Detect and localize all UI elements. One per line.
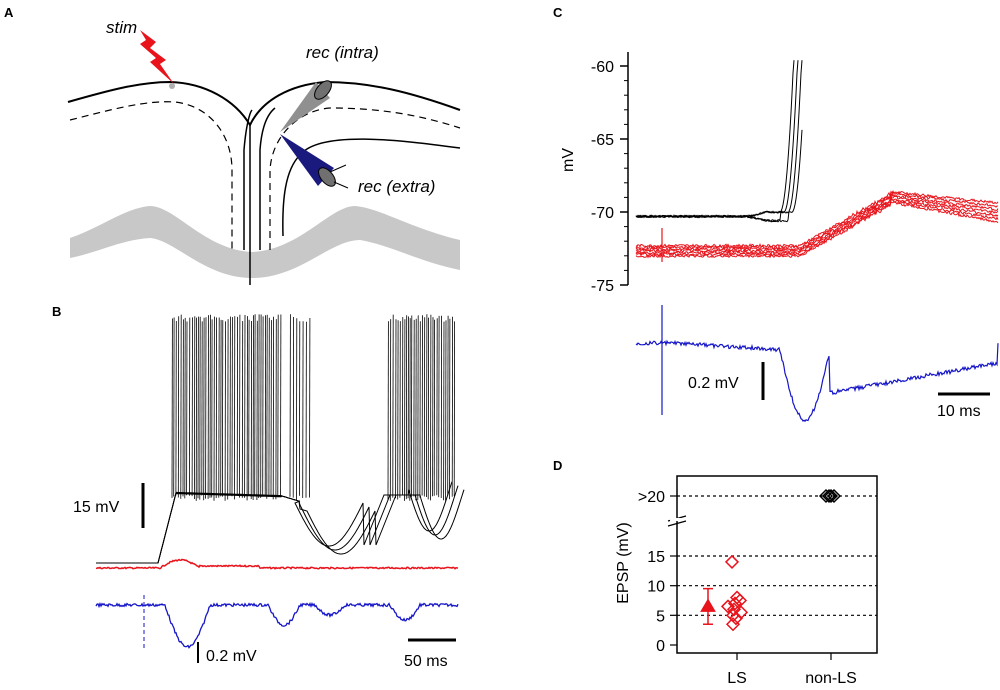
- d-reference-lines: [677, 495, 877, 616]
- d-ytick-label: 10: [647, 579, 665, 596]
- panel-b-label: B: [52, 304, 61, 319]
- d-xlabel-non-ls: non-LS: [805, 670, 857, 687]
- rec-intra-label: rec (intra): [306, 43, 379, 62]
- c-tick-70: -70: [591, 205, 614, 222]
- d-ytick-label: 15: [647, 549, 665, 566]
- panel-a-label: A: [4, 5, 14, 20]
- d-data-point: [826, 488, 842, 504]
- c-non-ls-traces: [635, 60, 803, 223]
- d-ytick-label: 0: [656, 638, 665, 655]
- c-ls-traces: [635, 190, 999, 259]
- d-data-point: [821, 488, 837, 504]
- c-tick-labels: -60 -65 -70 -75: [591, 59, 628, 295]
- intracellular-trace-2: [96, 489, 465, 564]
- d-data-point: [823, 488, 839, 504]
- intracellular-trace-3: [96, 481, 453, 564]
- d-data-point: [726, 602, 742, 617]
- layer-boundary: [69, 101, 461, 252]
- ls-intracellular-trace: [95, 558, 459, 570]
- c-extracellular-trace: [635, 339, 999, 423]
- d-data-point: [727, 596, 743, 611]
- d-ylabel: EPSP (mV): [615, 522, 632, 604]
- c-tick-60: -60: [591, 59, 614, 76]
- stim-tip: [169, 83, 175, 89]
- c-tick-75: -75: [591, 278, 614, 295]
- stim-bolt: [140, 30, 174, 84]
- stim-label: stim: [106, 18, 137, 37]
- white-matter: [70, 206, 460, 278]
- d-data-point: [724, 554, 740, 569]
- d-data-points: [700, 488, 842, 632]
- panel-c: C -60 -65 -70 -75 mV 0.2 mV 10 ms: [553, 5, 999, 423]
- rec-extra-label: rec (extra): [358, 177, 435, 196]
- panel-b: B 15 mV 0.2 mV 50 ms: [52, 304, 465, 670]
- d-y-ticks: 0 5 10 15 >20: [638, 489, 677, 655]
- c-ylabel: mV: [560, 148, 577, 172]
- d-ytick-label: >20: [638, 489, 665, 506]
- panel-d: D 0 5 10 15 >20 EPSP (mV) LS non-LS: [553, 458, 878, 687]
- intracellular-trace-1: [96, 485, 459, 564]
- c-tick-65: -65: [591, 132, 614, 149]
- intracellular-spike-traces: [171, 314, 456, 501]
- d-plot-frame: [676, 475, 878, 654]
- panel-c-label: C: [553, 5, 563, 20]
- c-scale-10ms-label: 10 ms: [937, 403, 981, 420]
- scale-0-2mv-b-label: 0.2 mV: [206, 648, 257, 665]
- panel-a: A stim rec (intra) rec (extra): [4, 5, 461, 285]
- scale-15mv-label: 15 mV: [73, 499, 120, 516]
- d-mean-marker: [700, 598, 716, 612]
- d-xlabel-ls: LS: [727, 670, 747, 687]
- d-ytick-label: 5: [656, 608, 665, 625]
- d-data-point: [728, 611, 744, 626]
- cortex-surface: [67, 80, 461, 128]
- scale-50ms-label: 50 ms: [404, 653, 448, 670]
- extracellular-trace: [95, 601, 459, 649]
- d-data-point: [725, 617, 741, 632]
- c-scale-0-2mv-label: 0.2 mV: [688, 375, 739, 392]
- panel-d-label: D: [553, 458, 562, 473]
